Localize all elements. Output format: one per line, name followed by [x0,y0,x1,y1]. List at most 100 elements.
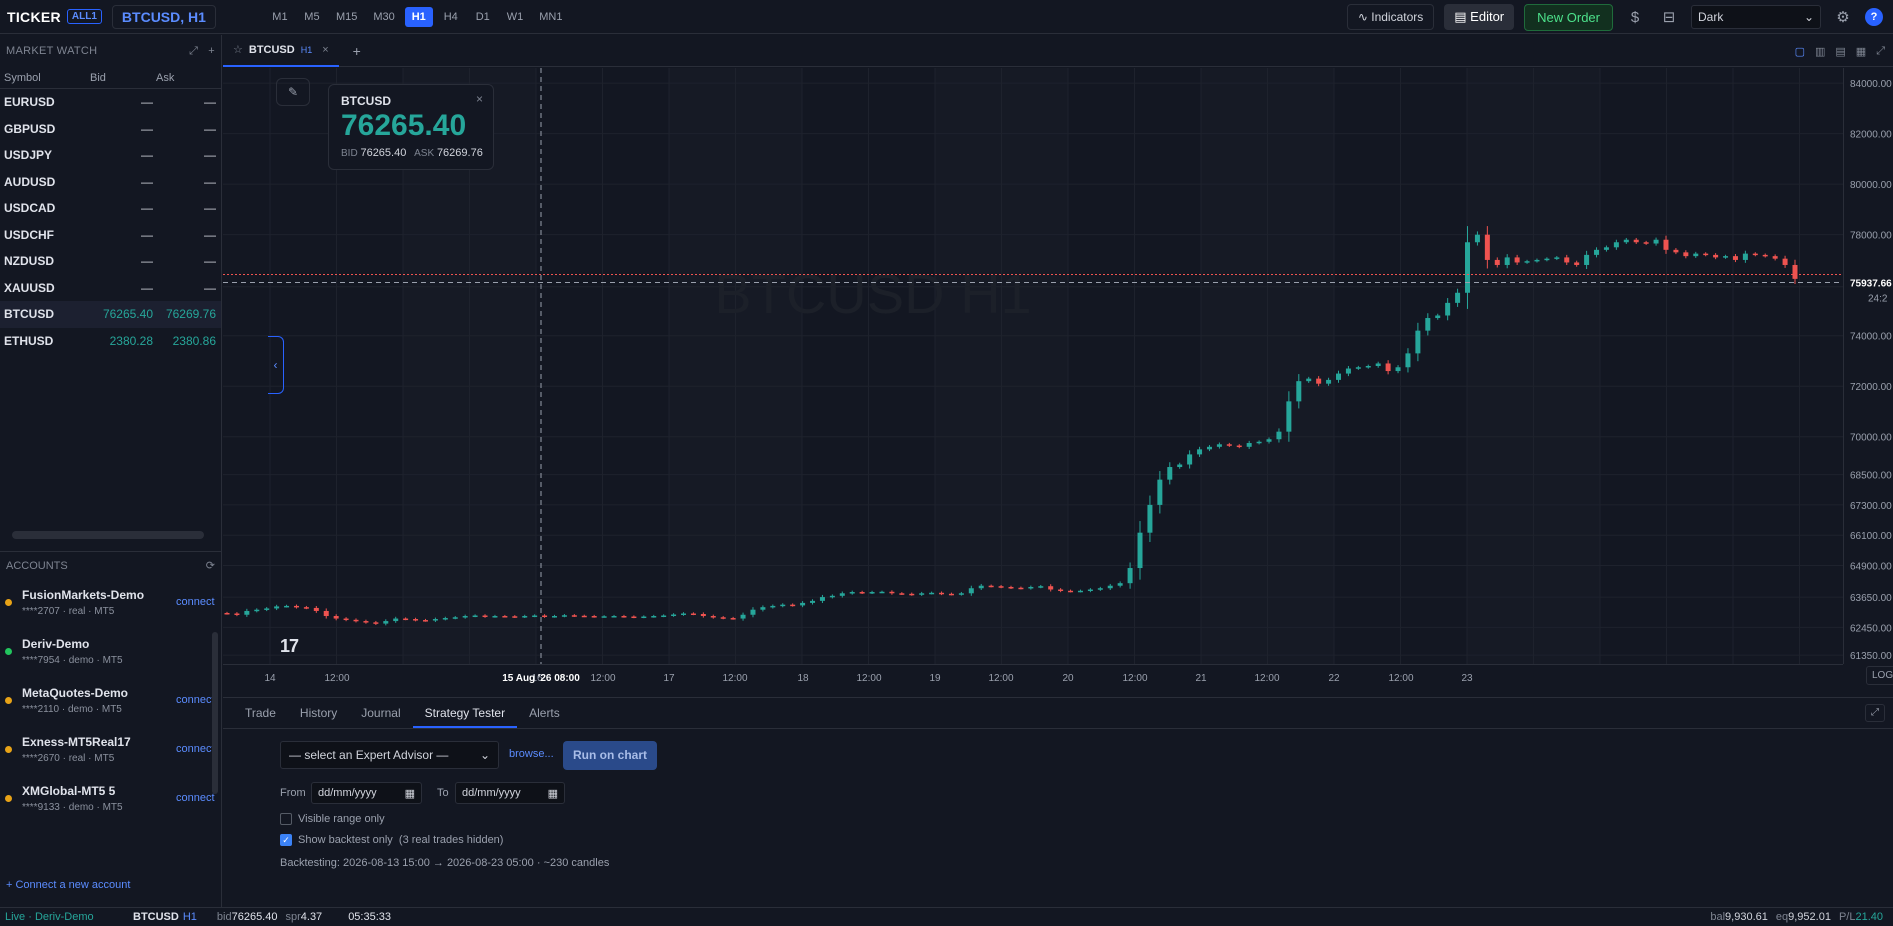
timeframe-m15[interactable]: M15 [335,10,358,23]
account-item[interactable]: MetaQuotes-Demo ****2110 · demo · MT5 conn… [0,677,215,726]
star-icon[interactable]: ☆ [233,44,243,56]
candle-body [462,616,468,618]
account-name: Exness-MT5Real17 [22,735,131,749]
log-scale-button[interactable]: LOG [1866,666,1893,685]
calendar-icon[interactable]: ▦ [404,787,415,800]
candle-body [1633,239,1639,243]
market-watch-row[interactable]: AUDUSD — — [0,169,221,196]
market-watch-row[interactable]: XAUUSD — — [0,275,221,302]
candle-body [542,615,548,618]
run-on-chart-button[interactable]: Run on chart [563,741,657,770]
market-watch-row[interactable]: BTCUSD 76265.40 76269.76 [0,301,221,328]
account-name: FusionMarkets-Demo [22,588,145,602]
market-watch-header: MARKET WATCH ⤢ + [0,35,221,67]
market-watch-row[interactable]: GBPUSD — — [0,116,221,143]
connect-link[interactable]: connect [176,792,215,804]
price-tick-label: 75937.66 [1850,278,1892,289]
pl-label: P/L [1838,911,1856,923]
browse-link[interactable]: browse... [509,748,554,760]
visible-range-checkbox[interactable] [280,813,292,825]
account-item[interactable]: Exness-MT5Real17 ****2670 · real · MT5 con… [0,726,215,775]
timeframe-m1[interactable]: M1 [272,10,288,23]
timeframe-m5[interactable]: M5 [304,10,320,23]
connect-link[interactable]: connect [176,694,215,706]
layout-split-icon[interactable]: ▥ [1814,46,1826,58]
time-axis[interactable]: 14 12:00 16 12:00 17 12:00 18 12:00 19 12:00 20 12:… [223,664,1843,690]
close-icon[interactable]: × [475,92,483,106]
layout-grid-icon[interactable]: ▦ [1855,46,1867,58]
col-symbol[interactable]: Symbol [4,71,41,84]
tab-history[interactable]: History [299,706,338,720]
new-order-button[interactable]: New Order [1524,3,1613,31]
show-backtest-checkbox[interactable]: ✓ [280,834,292,846]
expand-panel-icon[interactable]: ⤢ [1865,704,1885,722]
market-watch-row[interactable]: USDCHF — — [0,222,221,249]
candle-body [1584,254,1590,265]
account-item[interactable]: Deriv-Demo ****7954 · demo · MT5 [0,628,212,677]
col-ask[interactable]: Ask [156,71,175,84]
expert-advisor-select[interactable]: — select an Expert Advisor — ⌄ [280,741,499,769]
tab-journal[interactable]: Journal [361,706,401,720]
plus-icon[interactable]: + [208,44,215,57]
account-item[interactable]: XMGlobal-MT5 5 ****9133 · demo · MT5 conne… [0,775,215,824]
candle-body [1524,261,1530,263]
market-watch-row[interactable]: USDCAD — — [0,195,221,222]
gear-icon[interactable]: ⚙ [1836,9,1850,26]
fullscreen-icon[interactable]: ⤢ [1876,45,1885,57]
market-watch-row[interactable]: EURUSD — — [0,89,221,116]
price-axis[interactable]: 84000.00 82000.00 80000.00 78000.00 75937.66… [1843,68,1893,664]
market-watch-row[interactable]: NZDUSD — — [0,248,221,275]
tab-alerts[interactable]: Alerts [529,706,560,720]
symbol-selector[interactable]: BTCUSD, H1 [111,4,216,29]
timeframe-h1[interactable]: H1 [404,6,433,27]
candlestick-chart[interactable]: BTCUSD H1 [223,68,1843,664]
layout-icon[interactable]: ⊟ [1662,9,1676,26]
candle-body [1653,239,1659,244]
help-icon[interactable]: ? [1865,8,1883,26]
add-tab-button[interactable]: + [352,42,361,59]
candle-body [1286,401,1292,432]
timeframe-w1[interactable]: W1 [506,10,524,23]
candle-body [998,586,1004,588]
account-item[interactable]: FusionMarkets-Demo ****2707 · real · MT5 c… [0,579,215,628]
tab-strategy-tester[interactable]: Strategy Tester [412,698,518,728]
connect-link[interactable]: connect [176,596,215,608]
horizontal-scrollbar[interactable] [12,531,204,539]
tab-trade[interactable]: Trade [245,706,276,720]
theme-select[interactable]: Dark ⌄ [1691,5,1821,29]
dollar-icon[interactable]: $ [1630,8,1640,26]
chart-tab[interactable]: ☆ BTCUSD H1 × [223,35,339,67]
time-tick-label: 12:00 [1388,673,1413,684]
candle-body [472,615,478,618]
drawing-tool-button[interactable]: ✎ [276,78,310,106]
indicators-button[interactable]: ∿ Indicators [1346,4,1435,30]
close-icon[interactable]: × [322,43,329,56]
candle-body [1326,379,1332,384]
timeframe-h4[interactable]: H4 [443,10,458,23]
indicators-icon: ∿ [1357,10,1372,24]
connect-link[interactable]: connect [176,743,215,755]
col-bid[interactable]: Bid [90,71,106,84]
candle-body [561,615,567,617]
chart-canvas[interactable]: BTCUSD H1 [223,68,1843,664]
from-date-input[interactable]: dd/mm/yyyy ▦ [311,782,422,804]
editor-button[interactable]: ▤ Editor [1444,4,1515,30]
timeframe-mn1[interactable]: MN1 [539,10,563,23]
to-date-input[interactable]: dd/mm/yyyy ▦ [455,782,565,804]
refresh-icon[interactable]: ⟳ [205,560,215,572]
candle-body [869,592,875,594]
expand-icon[interactable]: ⤢ [189,44,199,57]
candle-body [909,593,915,596]
collapse-sidebar-button[interactable]: ‹ [268,336,284,394]
bid-label: BID [341,148,358,159]
layout-rows-icon[interactable]: ▤ [1835,46,1846,58]
calendar-icon[interactable]: ▦ [547,787,558,800]
all-badge[interactable]: ALL1 [66,9,102,24]
market-watch-row[interactable]: ETHUSD 2380.28 2380.86 [0,328,221,355]
market-watch-row[interactable]: USDJPY — — [0,142,221,169]
accounts-scrollbar[interactable] [212,632,218,794]
connect-new-account-link[interactable]: + Connect a new account [6,879,131,891]
timeframe-d1[interactable]: D1 [475,10,490,23]
layout-single-icon[interactable]: ▢ [1794,46,1805,58]
timeframe-m30[interactable]: M30 [373,10,395,23]
